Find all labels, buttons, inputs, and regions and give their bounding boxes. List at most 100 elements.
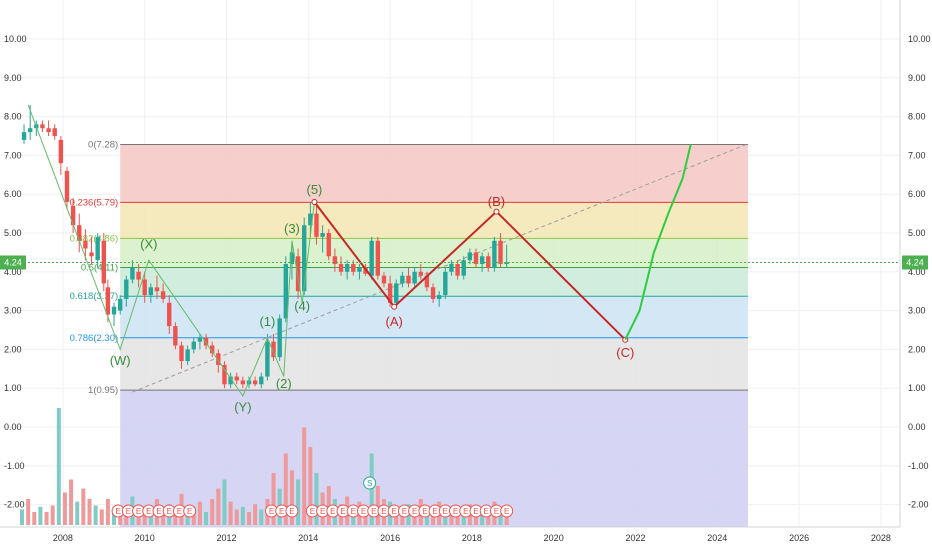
wave-label-green: (X)	[140, 237, 157, 252]
candle-body	[216, 353, 221, 365]
event-marker-label: E	[146, 507, 151, 516]
event-marker-label: E	[177, 507, 182, 516]
volume-bar	[185, 509, 190, 525]
candle-body	[64, 170, 70, 202]
candle-body	[406, 275, 411, 284]
event-marker-label: E	[484, 507, 489, 516]
fib-level-label: 0(7.28)	[88, 140, 118, 151]
y-tick-label-right: 7.00	[908, 150, 926, 160]
candle-body	[302, 225, 307, 292]
candle-body	[467, 252, 473, 261]
wave-label-green: (5)	[306, 182, 322, 197]
candle-body	[308, 213, 313, 226]
candle-body	[70, 205, 76, 226]
volume-bar	[283, 453, 288, 525]
volume-bar	[38, 506, 43, 525]
volume-bar	[105, 499, 110, 525]
volume-bar	[486, 509, 491, 525]
volume-bar	[161, 509, 166, 525]
volume-bar	[308, 447, 313, 525]
event-marker-label: E	[126, 507, 131, 516]
wave-label-red: (C)	[616, 345, 634, 360]
x-tick-label: 2024	[707, 533, 727, 543]
volume-bar	[449, 512, 454, 525]
x-tick-label: 2020	[544, 533, 564, 543]
event-marker-label: E	[361, 507, 366, 516]
fib-zone	[120, 144, 748, 203]
candle-body	[173, 326, 178, 346]
event-marker	[500, 504, 514, 518]
y-tick-label-right: -2.00	[908, 500, 929, 510]
volume-bar	[363, 509, 368, 525]
volume-bar	[296, 479, 301, 525]
fib-level-label: 0.382(4.86)	[70, 233, 119, 244]
candle-body	[326, 233, 331, 257]
candle-body	[320, 233, 325, 237]
candle-body	[136, 271, 141, 280]
volume-bar	[473, 512, 478, 525]
candle-body	[101, 240, 106, 284]
event-marker-label: E	[156, 507, 161, 516]
candle-body	[240, 380, 246, 385]
fibonacci-retracement[interactable]: 0(7.28) 0.236(5.79) 0.382(4.86) 0.5(4.11) 0.…	[70, 140, 748, 527]
candle-body	[111, 306, 117, 315]
candle-body	[160, 291, 166, 299]
fib-level-label: 0.236(5.79)	[70, 197, 119, 208]
y-tick-label-right: 9.00	[908, 73, 926, 83]
candle-body	[394, 283, 399, 303]
event-marker-label: E	[463, 507, 468, 516]
event-marker-label: E	[167, 507, 172, 516]
event-marker-label: E	[269, 507, 274, 516]
y-tick-label-left: 10.00	[4, 34, 27, 44]
volume-bar	[99, 509, 104, 525]
candle-body	[344, 264, 350, 272]
candle-body	[449, 264, 454, 272]
candle-body	[271, 341, 276, 358]
candle-body	[252, 380, 258, 385]
x-tick-label: 2022	[625, 533, 645, 543]
split-marker-label: S	[367, 479, 372, 488]
y-tick-label-left: 8.00	[4, 112, 22, 122]
event-marker-label: E	[351, 507, 356, 516]
trend-line[interactable]	[132, 143, 749, 393]
volume-bar	[259, 509, 264, 525]
candle-body	[289, 252, 295, 265]
candle-body	[430, 287, 436, 299]
volume-bar	[81, 488, 86, 525]
candle-body	[154, 287, 160, 292]
y-tick-label-left: 3.00	[4, 306, 22, 316]
y-tick-label-right: -1.00	[908, 461, 929, 471]
event-marker-label: E	[187, 507, 192, 516]
volume-bar	[289, 470, 294, 525]
candle-body	[412, 271, 417, 284]
wave-label-green: (W)	[110, 353, 131, 368]
candle-body	[222, 364, 227, 385]
candle-body	[332, 256, 338, 265]
wave-label-red: (B)	[488, 194, 505, 209]
candle-body	[295, 256, 301, 292]
candle-body	[455, 264, 460, 276]
fib-zone	[120, 296, 748, 338]
trend-line-dashed	[132, 143, 749, 393]
event-marker-label: E	[279, 507, 284, 516]
event-marker-label: E	[422, 507, 427, 516]
y-tick-label-left: 5.00	[4, 228, 22, 238]
volume-bar	[112, 512, 117, 525]
x-tick-label: 2008	[53, 533, 73, 543]
event-marker-label: E	[453, 507, 458, 516]
elliott-wave-lines[interactable]	[27, 104, 692, 397]
candle-body	[148, 287, 154, 296]
candle-body	[424, 275, 430, 288]
volume-bar	[56, 408, 61, 525]
y-tick-label-left: 4.00	[4, 267, 22, 277]
y-tick-label-right: 0.00	[908, 422, 926, 432]
event-markers[interactable]: E E E E E E E E E E E E E E E E E E E E E E E E E E E E E E ES	[111, 476, 514, 518]
y-tick-label-right: 4.00	[908, 267, 926, 277]
event-marker-label: E	[392, 507, 397, 516]
wave-label-green: (3)	[284, 221, 300, 236]
x-tick-label: 2010	[135, 533, 155, 543]
volume-bar	[246, 512, 251, 525]
event-marker-label: E	[371, 507, 376, 516]
